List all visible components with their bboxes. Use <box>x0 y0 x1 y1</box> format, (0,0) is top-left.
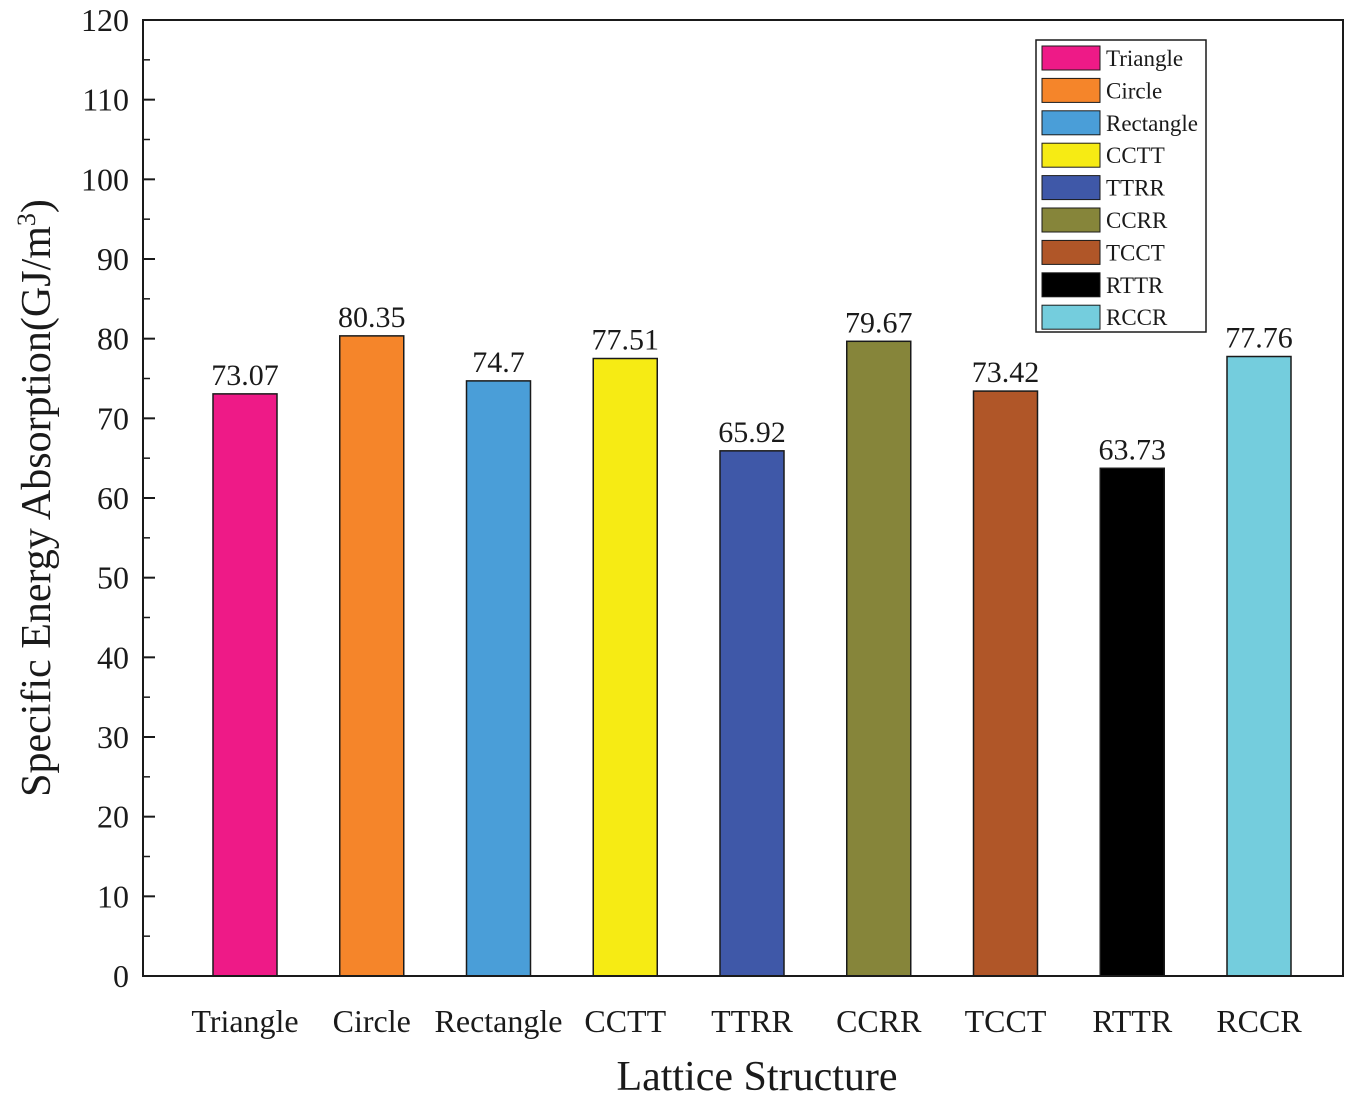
y-axis-title: Specific Energy Absorption(GJ/m3) <box>12 199 60 797</box>
legend-label-rectangle: Rectangle <box>1106 111 1198 136</box>
bar-ttrr <box>719 450 785 977</box>
y-tick-label: 40 <box>97 639 129 675</box>
x-tick-label-rccr: RCCR <box>1216 1003 1302 1039</box>
legend-swatch-tcct <box>1041 239 1101 265</box>
data-labels-layer: 73.07 80.35 74.7 77.51 65.92 79.67 73.42 63.73 7… <box>211 301 1293 466</box>
y-tick-label: 50 <box>97 560 129 596</box>
legend-label-triangle: Triangle <box>1106 46 1183 71</box>
legend-label-tcct: TCCT <box>1106 240 1165 265</box>
x-axis-category-labels: Triangle Circle Rectangle CCTT TTRR CCRR TCCT R… <box>191 1003 1302 1039</box>
y-tick-label: 30 <box>97 719 129 755</box>
y-tick-label: 100 <box>81 161 129 197</box>
bar-cctt <box>592 357 658 977</box>
data-label-ttrr: 65.92 <box>718 416 786 449</box>
y-tick-label: 20 <box>97 799 129 835</box>
legend-swatch-triangle <box>1041 45 1101 71</box>
bar-rttr <box>1099 467 1165 977</box>
legend-swatch-ccrr <box>1041 207 1101 233</box>
data-label-circle: 80.35 <box>338 301 406 334</box>
legend-entries: Triangle Circle Rectangle CCTT TTRR CCRR TCCT R… <box>1041 45 1198 330</box>
data-label-triangle: 73.07 <box>211 359 279 392</box>
data-label-tcct: 73.42 <box>972 356 1040 389</box>
legend-label-cctt: CCTT <box>1106 143 1165 168</box>
x-axis-title: Lattice Structure <box>616 1054 897 1097</box>
y-axis-title-close: ) <box>14 199 60 213</box>
y-tick-label: 10 <box>97 878 129 914</box>
y-tick-label: 80 <box>97 321 129 357</box>
data-label-cctt: 77.51 <box>592 324 660 357</box>
legend-swatch-cctt <box>1041 142 1101 168</box>
bar-triangle <box>212 393 278 977</box>
bar-circle <box>339 335 405 977</box>
y-tick-label: 70 <box>97 400 129 436</box>
x-tick-label-rttr: RTTR <box>1092 1003 1173 1039</box>
legend-swatch-circle <box>1041 77 1101 103</box>
y-tick-label: 90 <box>97 241 129 277</box>
y-axis-ticks: 0 10 20 30 40 50 60 70 80 90 100 110 120 <box>81 2 155 994</box>
x-tick-label-circle: Circle <box>333 1003 411 1039</box>
bar-ccrr <box>846 340 912 977</box>
legend-label-ccrr: CCRR <box>1106 208 1168 233</box>
y-tick-label: 110 <box>82 82 129 118</box>
x-tick-label-rectangle: Rectangle <box>435 1003 563 1039</box>
legend-swatch-ttrr <box>1041 175 1101 201</box>
legend-label-rttr: RTTR <box>1106 273 1164 298</box>
legend-label-rccr: RCCR <box>1106 305 1168 330</box>
bar-rccr <box>1226 355 1292 977</box>
legend: Triangle Circle Rectangle CCTT TTRR CCRR TCCT R… <box>1035 39 1207 333</box>
legend-swatch-rccr <box>1041 304 1101 330</box>
legend-swatch-rttr <box>1041 272 1101 298</box>
x-tick-label-triangle: Triangle <box>191 1003 298 1039</box>
legend-label-circle: Circle <box>1106 78 1162 103</box>
bar-rectangle <box>465 380 532 977</box>
legend-label-ttrr: TTRR <box>1106 176 1165 201</box>
bar-tcct <box>972 390 1039 977</box>
data-label-ccrr: 79.67 <box>845 306 913 339</box>
y-axis-title-main: Specific Energy Absorption(GJ/m <box>14 226 60 797</box>
data-label-rectangle: 74.7 <box>472 346 525 379</box>
x-tick-label-ttrr: TTRR <box>711 1003 793 1039</box>
x-tick-label-ccrr: CCRR <box>836 1003 922 1039</box>
y-tick-label: 60 <box>97 480 129 516</box>
x-tick-label-cctt: CCTT <box>584 1003 666 1039</box>
y-tick-label: 0 <box>113 958 129 994</box>
y-tick-label: 120 <box>81 2 129 38</box>
y-axis-title-superscript: 3 <box>12 213 41 226</box>
data-label-rttr: 63.73 <box>1099 433 1167 466</box>
bars-layer <box>212 335 1292 977</box>
legend-swatch-rectangle <box>1041 110 1101 136</box>
x-tick-label-tcct: TCCT <box>965 1003 1047 1039</box>
data-label-rccr: 77.76 <box>1225 322 1293 355</box>
